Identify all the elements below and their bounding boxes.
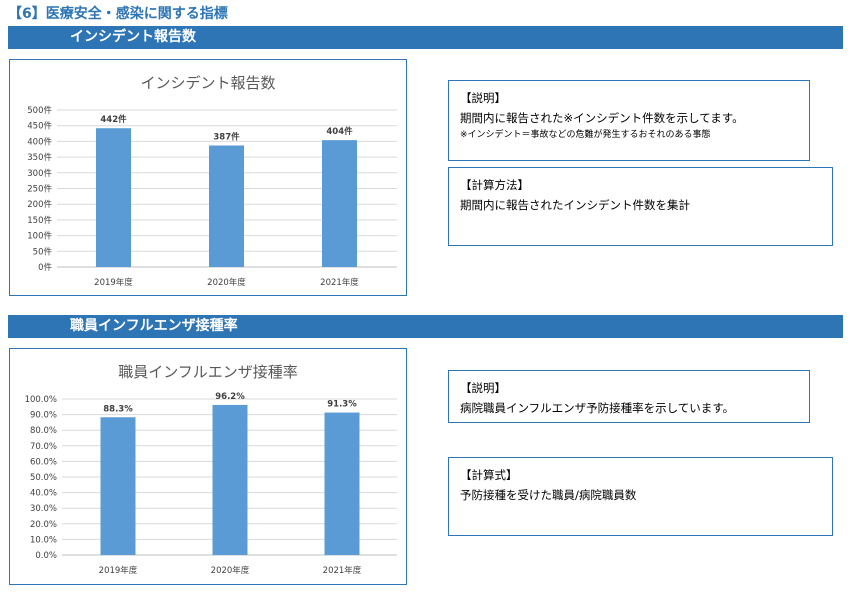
x-tick-label: 2021年度 bbox=[323, 565, 362, 576]
y-tick-label: 50.0% bbox=[30, 473, 57, 483]
y-tick-label: 100件 bbox=[27, 231, 52, 242]
bar bbox=[212, 404, 248, 555]
x-tick-label: 2019年度 bbox=[99, 565, 138, 576]
incident-method-heading: 【計算方法】 bbox=[460, 178, 529, 192]
y-tick-label: 450件 bbox=[27, 121, 52, 132]
page-heading: 【6】医療安全・感染に関する指標 bbox=[8, 6, 228, 22]
incident-section-header: インシデント報告数 bbox=[8, 26, 843, 49]
data-label: 387件 bbox=[213, 131, 240, 142]
y-tick-label: 300件 bbox=[27, 168, 52, 179]
data-label: 442件 bbox=[100, 114, 127, 125]
bar bbox=[324, 412, 360, 555]
influenza-explanation-box: 【説明】 病院職員インフルエンザ予防接種率を示しています。 bbox=[448, 370, 810, 423]
y-tick-label: 60.0% bbox=[30, 457, 57, 467]
y-tick-label: 200件 bbox=[27, 199, 52, 210]
influenza-section-header: 職員インフルエンザ接種率 bbox=[8, 315, 843, 338]
data-label: 88.3% bbox=[103, 404, 133, 414]
y-tick-label: 50件 bbox=[33, 246, 53, 257]
incident-chart-panel: インシデント報告数 0件 50件 100件 150件 200件 250件 300件 350件 40… bbox=[9, 59, 407, 296]
incident-explanation-note: ※インシデント＝事故などの危難が発生するおそれのある事態 bbox=[460, 130, 711, 140]
y-tick-label: 80.0% bbox=[30, 426, 57, 436]
y-tick-label: 500件 bbox=[27, 105, 52, 116]
incident-method-text: 期間内に報告されたインシデント件数を集計 bbox=[460, 198, 690, 212]
y-tick-label: 0件 bbox=[38, 262, 52, 273]
x-tick-label: 2021年度 bbox=[320, 277, 359, 288]
y-tick-label: 70.0% bbox=[30, 442, 57, 452]
influenza-formula-text: 予防接種を受けた職員/病院職員数 bbox=[460, 488, 637, 502]
influenza-explanation-text: 病院職員インフルエンザ予防接種率を示しています。 bbox=[460, 401, 735, 415]
incident-explanation-heading: 【説明】 bbox=[460, 91, 506, 105]
y-tick-label: 0.0% bbox=[35, 551, 57, 561]
y-tick-label: 400件 bbox=[27, 136, 52, 147]
y-tick-label: 10.0% bbox=[30, 535, 57, 545]
y-tick-label: 40.0% bbox=[30, 489, 57, 499]
y-tick-label: 100.0% bbox=[25, 395, 57, 405]
y-tick-label: 90.0% bbox=[30, 411, 57, 421]
chart-title: 職員インフルエンザ接種率 bbox=[118, 363, 298, 381]
chart-title: インシデント報告数 bbox=[140, 74, 275, 92]
influenza-chart-panel: 職員インフルエンザ接種率 0.0% 10.0% 20.0% 30.0% 40.0% 50.0… bbox=[9, 348, 407, 585]
influenza-explanation-heading: 【説明】 bbox=[460, 381, 506, 395]
bar bbox=[96, 128, 131, 267]
incident-explanation-box: 【説明】 期間内に報告された※インシデント件数を示してます。 ※インシデント＝事… bbox=[448, 80, 810, 161]
data-label: 404件 bbox=[326, 126, 353, 137]
x-tick-label: 2020年度 bbox=[211, 565, 250, 576]
influenza-formula-heading: 【計算式】 bbox=[460, 468, 518, 482]
x-tick-label: 2020年度 bbox=[207, 277, 246, 288]
incident-explanation-text: 期間内に報告された※インシデント件数を示してます。 bbox=[460, 111, 744, 125]
influenza-formula-box: 【計算式】 予防接種を受けた職員/病院職員数 bbox=[448, 457, 833, 536]
data-label: 91.3% bbox=[327, 400, 357, 410]
bar bbox=[209, 145, 244, 267]
influenza-bar-chart: 職員インフルエンザ接種率 0.0% 10.0% 20.0% 30.0% 40.0% 50.0… bbox=[25, 363, 397, 576]
y-tick-label: 150件 bbox=[27, 215, 52, 226]
y-tick-label: 20.0% bbox=[30, 520, 57, 530]
y-tick-label: 350件 bbox=[27, 152, 52, 163]
incident-bar-chart: インシデント報告数 0件 50件 100件 150件 200件 250件 300件 350件 40… bbox=[27, 74, 397, 288]
bar bbox=[100, 417, 136, 555]
y-tick-label: 250件 bbox=[27, 184, 52, 195]
y-tick-label: 30.0% bbox=[30, 504, 57, 514]
data-label: 96.2% bbox=[215, 392, 245, 402]
x-tick-label: 2019年度 bbox=[94, 277, 133, 288]
bar bbox=[322, 140, 357, 267]
incident-method-box: 【計算方法】 期間内に報告されたインシデント件数を集計 bbox=[448, 167, 833, 246]
